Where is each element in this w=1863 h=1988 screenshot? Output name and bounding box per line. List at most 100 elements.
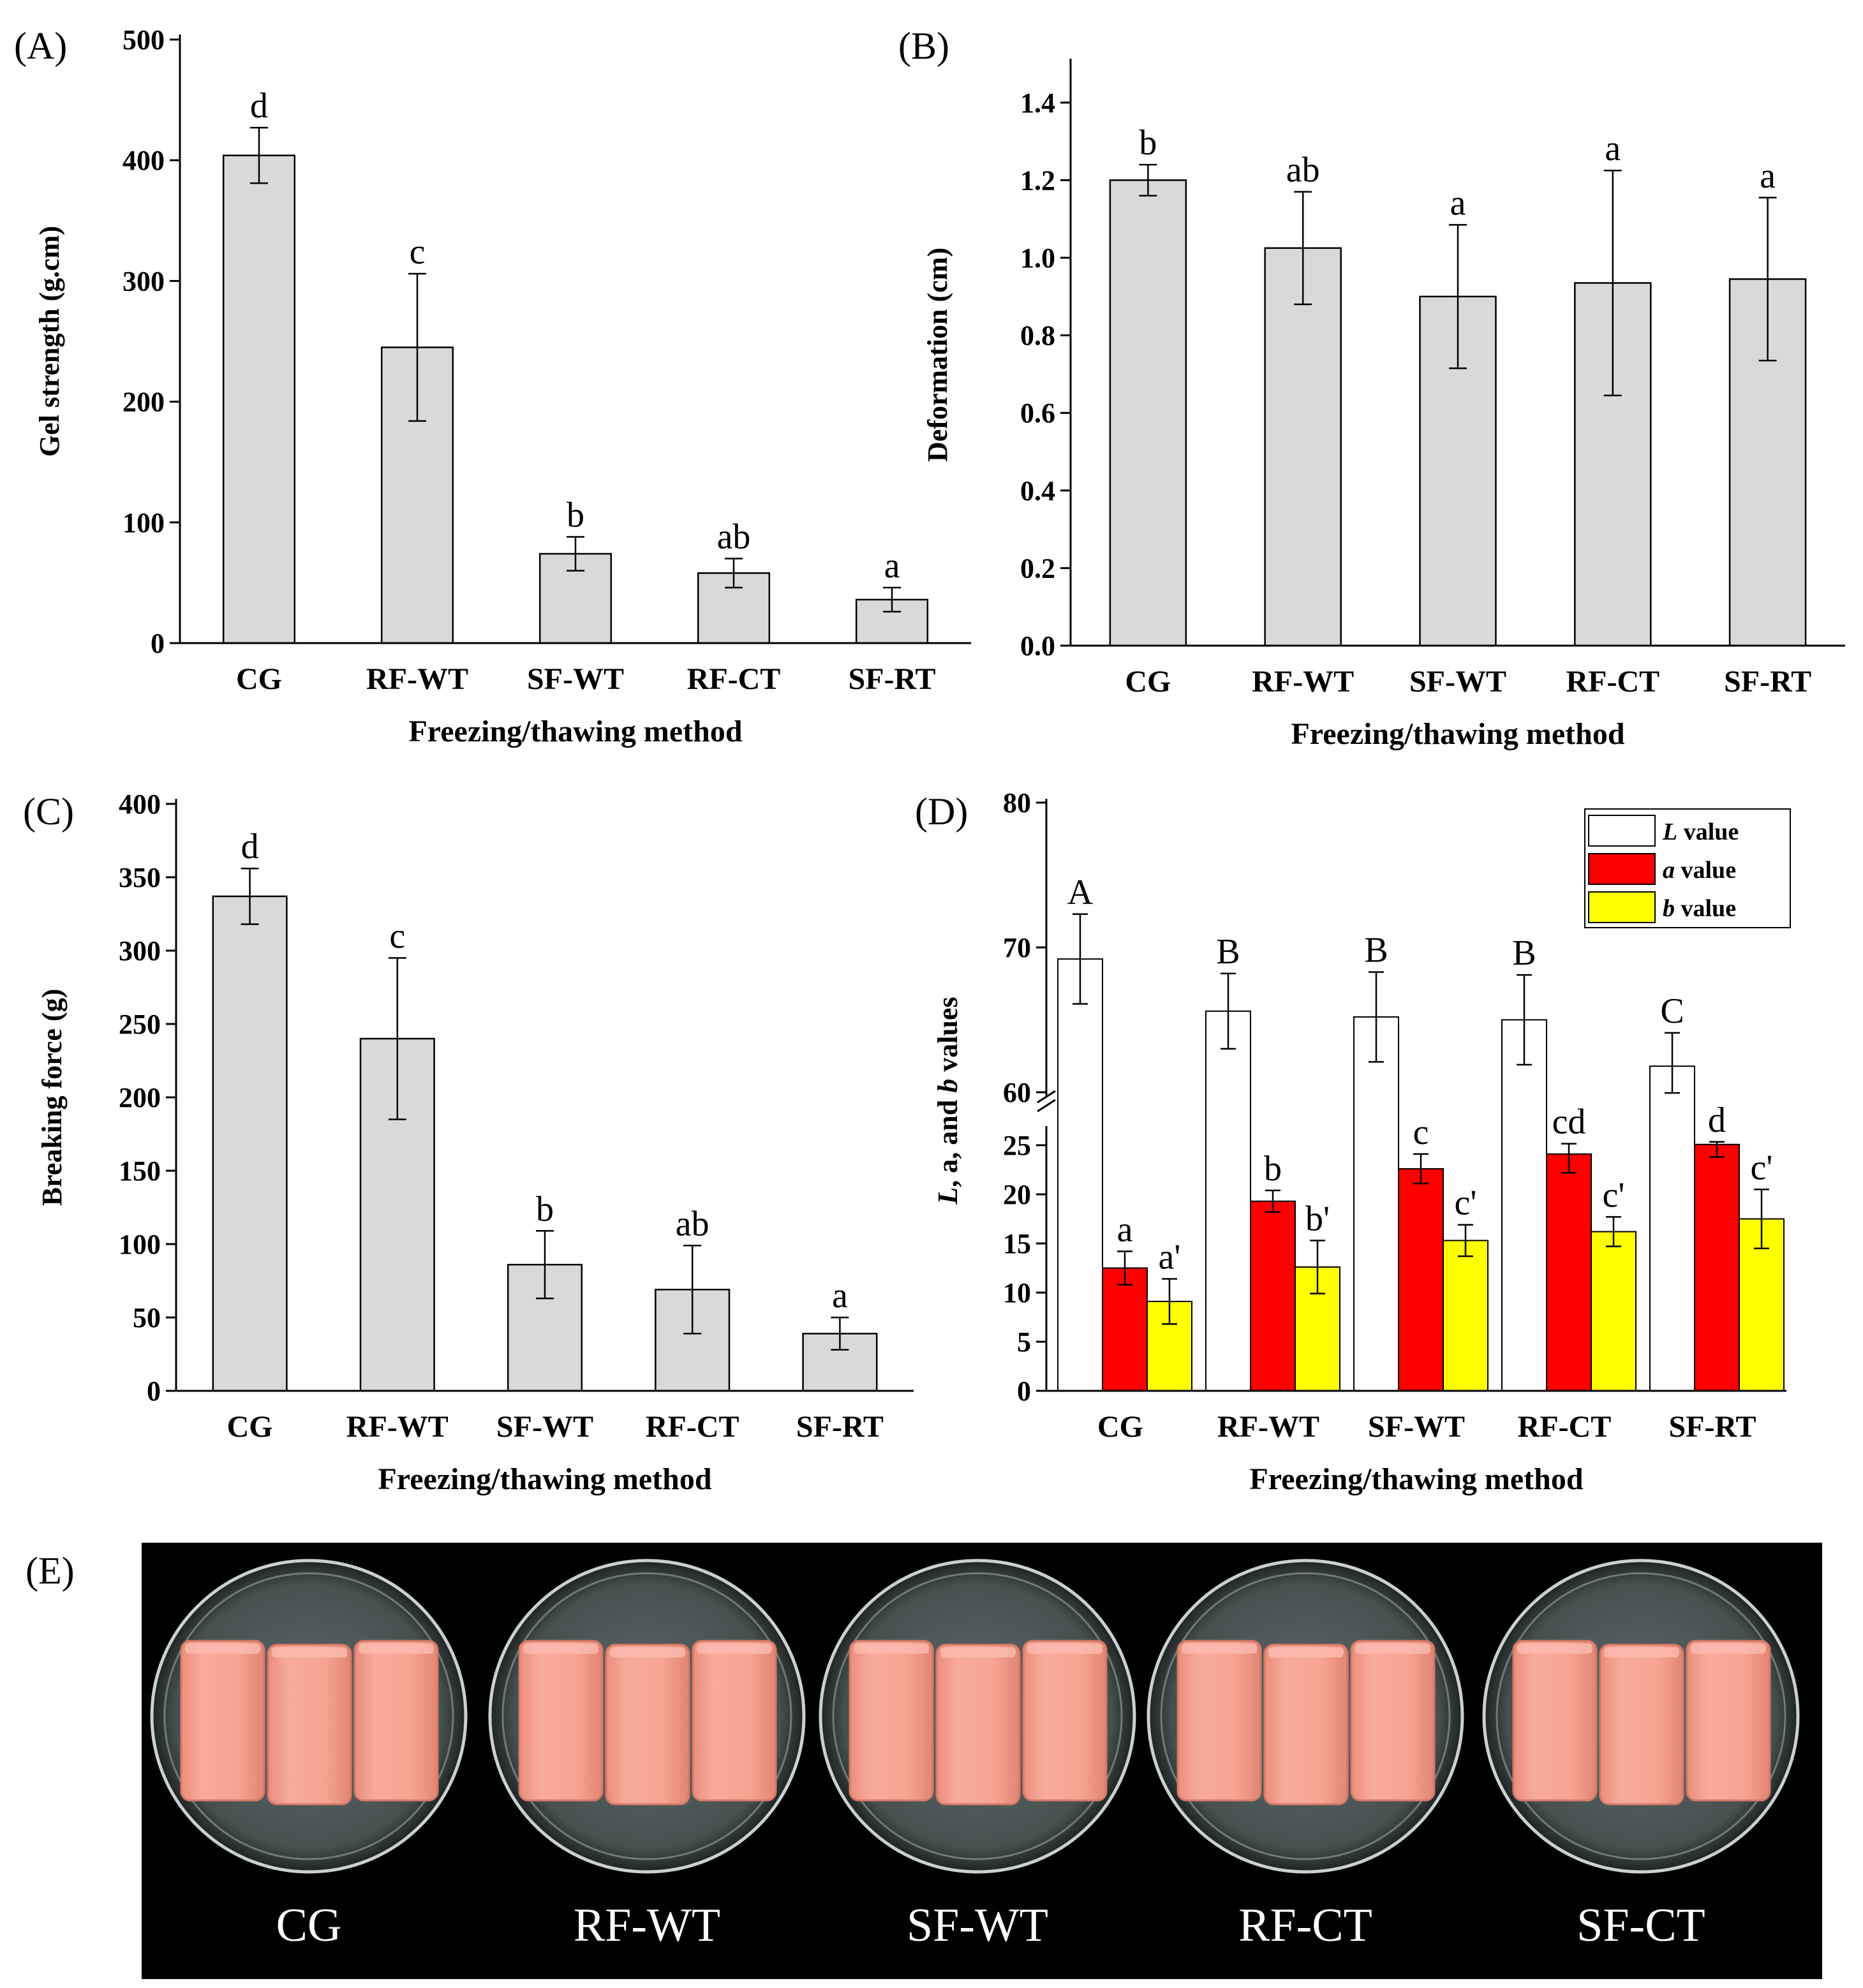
bar-a-value xyxy=(1546,1153,1592,1391)
significance-letter: b xyxy=(1264,1149,1282,1189)
y-tick-label: 200 xyxy=(119,1082,161,1113)
significance-letter: d xyxy=(1708,1101,1726,1140)
surimi-gel-piece xyxy=(935,1643,1021,1806)
y-tick-label: 400 xyxy=(119,789,161,820)
x-tick-label: RF-CT xyxy=(1518,1410,1612,1444)
x-tick-label: CG xyxy=(227,1410,273,1444)
surimi-gel-piece xyxy=(353,1640,439,1802)
significance-letter: a xyxy=(1117,1210,1133,1249)
x-tick-label: SF-WT xyxy=(1368,1410,1465,1444)
panel-label-b: (B) xyxy=(898,25,949,67)
y-tick-label: 300 xyxy=(122,265,165,297)
y-tick-label: 0.6 xyxy=(1020,397,1055,429)
photo-caption: SF-CT xyxy=(1577,1899,1705,1952)
significance-letter: c xyxy=(389,917,405,956)
x-tick-label: SF-RT xyxy=(849,662,936,696)
legend-label-text: value xyxy=(1675,857,1736,884)
panel-label-a: (A) xyxy=(14,25,67,67)
y-tick-label: 1.4 xyxy=(1020,87,1055,119)
significance-letter: c xyxy=(1413,1113,1429,1152)
significance-letter: a' xyxy=(1159,1237,1181,1277)
photo-caption: SF-WT xyxy=(907,1899,1048,1952)
bar-b-value xyxy=(1443,1240,1488,1391)
y-tick-label: 0.0 xyxy=(1020,630,1055,662)
legend-label-text: value xyxy=(1675,895,1736,922)
surimi-gel-piece xyxy=(1350,1640,1436,1802)
x-tick-label: SF-RT xyxy=(796,1410,884,1444)
bar-a-value xyxy=(1250,1200,1296,1392)
x-tick-label: RF-WT xyxy=(1217,1410,1319,1444)
panel-a-gel-strength-chart: (A) Gel strength (g.cm) Freezing/thawing… xyxy=(14,24,971,748)
bar-L-value xyxy=(1353,1016,1399,1391)
panel-label-e: (E) xyxy=(26,1550,75,1592)
y-tick-label: 5 xyxy=(1017,1326,1031,1358)
surimi-gel-piece xyxy=(849,1640,934,1802)
significance-letter: B xyxy=(1364,931,1388,970)
x-tick-label: RF-CT xyxy=(1566,665,1659,699)
significance-letter: b xyxy=(1139,123,1157,163)
surimi-gel-piece xyxy=(1599,1643,1684,1806)
legend-label: a value xyxy=(1663,857,1736,884)
surimi-gel-highlight xyxy=(359,1643,434,1654)
significance-letter: d xyxy=(250,86,268,126)
photo-caption: RF-WT xyxy=(574,1899,720,1952)
surimi-gel-piece xyxy=(1512,1640,1598,1802)
significance-letter: c xyxy=(410,232,426,272)
surimi-gel-piece xyxy=(692,1640,777,1802)
y-axis-label: L, a, and b values xyxy=(932,997,963,1205)
bar-SF-RT xyxy=(1728,278,1807,647)
surimi-gel-piece xyxy=(267,1643,352,1806)
photo-caption: CG xyxy=(276,1899,342,1952)
bar-L-value xyxy=(1205,1010,1251,1391)
x-tick-label: SF-RT xyxy=(1669,1410,1756,1444)
significance-letter: B xyxy=(1512,933,1536,973)
surimi-gel-highlight xyxy=(1027,1643,1102,1654)
significance-letter: A xyxy=(1067,873,1094,912)
y-tick-label: 25 xyxy=(1003,1130,1031,1161)
y-tick-label: 10 xyxy=(1003,1277,1031,1309)
y-axis-label-part: values xyxy=(932,997,963,1078)
y-tick-label: 1.0 xyxy=(1020,242,1055,274)
y-tick-label: 400 xyxy=(122,145,165,176)
x-axis-label: Freezing/thawing method xyxy=(1291,717,1624,751)
significance-letter: ab xyxy=(676,1204,709,1243)
bar-CG xyxy=(1109,179,1187,647)
bar-RF-WT xyxy=(1264,247,1342,647)
y-axis-label-part: b xyxy=(932,1079,963,1093)
panel-label-c: (C) xyxy=(23,790,74,833)
surimi-gel-highlight xyxy=(1355,1643,1430,1654)
y-tick-label: 80 xyxy=(1003,787,1031,819)
surimi-gel-highlight xyxy=(610,1647,685,1658)
y-tick-label: 100 xyxy=(122,507,165,538)
y-tick-label: 250 xyxy=(119,1009,161,1040)
significance-letter: a xyxy=(1605,129,1621,168)
significance-letter: cd xyxy=(1552,1102,1586,1142)
y-tick-label: 350 xyxy=(119,862,161,893)
significance-letter: a xyxy=(1760,156,1776,196)
y-tick-label: 0.2 xyxy=(1020,553,1055,584)
x-tick-label: RF-WT xyxy=(1252,665,1354,699)
legend-label-italic: L xyxy=(1662,819,1677,845)
surimi-gel-piece xyxy=(605,1643,690,1806)
y-axis-label-part: L xyxy=(932,1187,963,1205)
petri-dish-rim xyxy=(163,1572,454,1860)
photo-caption: RF-CT xyxy=(1238,1899,1372,1952)
surimi-gel-piece xyxy=(1263,1643,1349,1806)
significance-letter: B xyxy=(1216,932,1240,972)
y-tick-label: 0 xyxy=(151,628,165,659)
petri-dish-rim xyxy=(1160,1572,1451,1860)
axis-break-mark xyxy=(1037,1090,1056,1104)
significance-letter: d xyxy=(241,827,259,866)
surimi-gel-highlight xyxy=(185,1643,260,1654)
surimi-gel-highlight xyxy=(854,1643,929,1654)
legend-label: b value xyxy=(1663,895,1736,922)
y-tick-label: 100 xyxy=(119,1229,161,1260)
significance-letter: b xyxy=(536,1189,554,1229)
significance-letter: a xyxy=(832,1276,848,1316)
significance-letter: b' xyxy=(1305,1199,1330,1238)
significance-letter: c' xyxy=(1455,1183,1477,1223)
bar-a-value xyxy=(1398,1168,1444,1391)
surimi-gel-highlight xyxy=(272,1647,347,1658)
